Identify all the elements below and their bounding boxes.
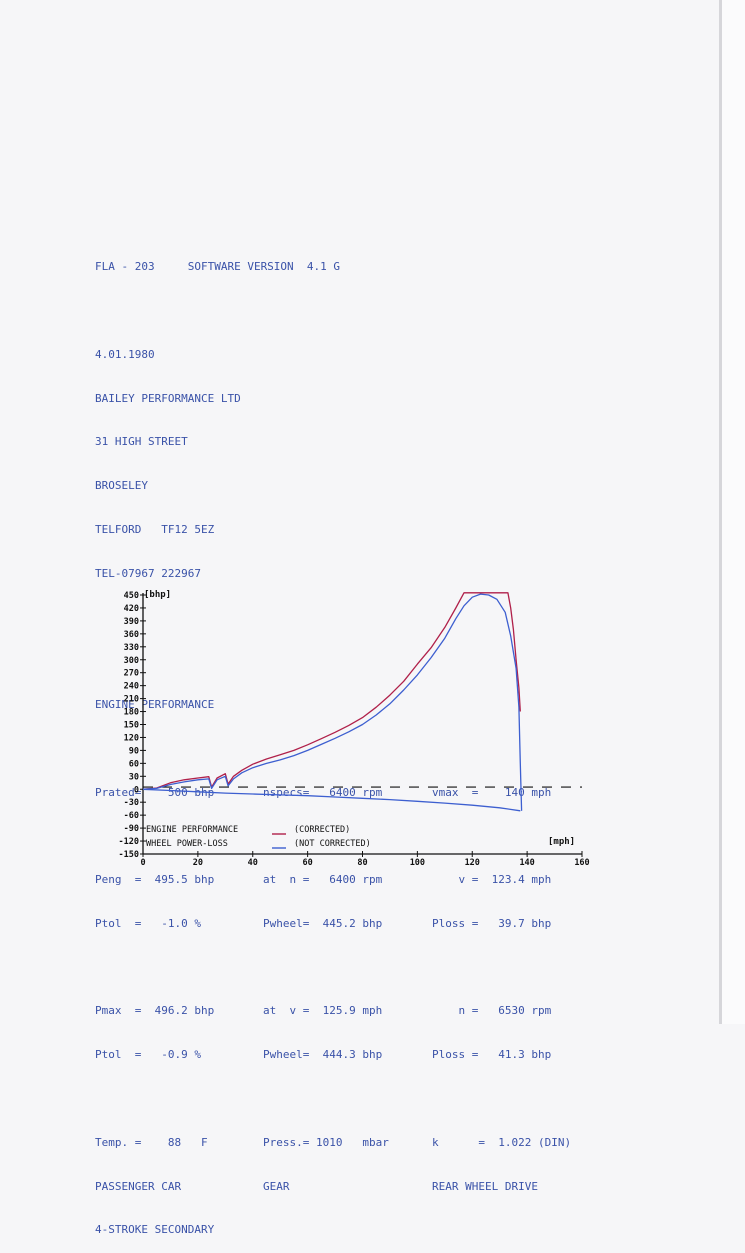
y-tick-label: 450 <box>124 591 139 601</box>
value-cell: Press.= 1010 mbar <box>263 1135 389 1149</box>
x-tick-label: 160 <box>574 858 589 868</box>
y-tick-label: -150 <box>119 850 139 860</box>
x-tick-label: 20 <box>193 858 203 868</box>
x-tick-label: 60 <box>303 858 313 868</box>
y-tick-label: 150 <box>124 721 139 731</box>
value-cell: at n = 6400 rpm <box>263 873 383 887</box>
y-tick-label: 420 <box>124 604 139 614</box>
y-tick-label: 300 <box>124 656 139 666</box>
y-tick-label: 390 <box>124 617 139 627</box>
x-tick-label: 40 <box>248 858 258 868</box>
legend-label-corrected: ENGINE PERFORMANCE <box>146 825 238 835</box>
y-tick-label: -120 <box>119 837 139 847</box>
y-tick-label: 90 <box>129 746 139 756</box>
value-cell: n = 6530 rpm <box>432 1004 552 1018</box>
x-tick-label: 100 <box>410 858 425 868</box>
y-tick-label: 360 <box>124 630 139 640</box>
address-line: TELFORD TF12 5EZ <box>95 522 215 536</box>
y-axis-label: [bhp] <box>144 590 171 600</box>
report-title: FLA - 203 SOFTWARE VERSION 4.1 G <box>95 260 341 274</box>
y-tick-label: 180 <box>124 708 139 718</box>
y-tick-label: -30 <box>124 798 139 808</box>
value-cell: Pmax = 496.2 bhp <box>95 1004 215 1018</box>
section-title: ENGINE PERFORMANCE <box>95 698 215 711</box>
address-line: 31 HIGH STREET <box>95 435 188 449</box>
value-cell: REAR WHEEL DRIVE <box>432 1179 538 1193</box>
x-tick-label: 0 <box>140 858 145 868</box>
report-date: 4.01.1980 <box>95 347 155 361</box>
y-tick-label: 240 <box>124 682 139 692</box>
y-tick-label: 0 <box>134 785 139 795</box>
y-tick-label: 270 <box>124 669 139 679</box>
page-margin <box>722 0 745 1024</box>
value-cell: Pwheel= 444.3 bhp <box>263 1048 383 1062</box>
series-line-power-loss <box>142 788 521 812</box>
page-edge <box>719 0 722 1024</box>
y-tick-label: -60 <box>124 811 139 821</box>
value-cell: Pwheel= 445.2 bhp <box>263 916 383 930</box>
value-cell: v = 123.4 mph <box>432 873 552 887</box>
value-cell: Peng = 495.5 bhp <box>95 873 215 887</box>
legend-note-loss: (NOT CORRECTED) <box>294 839 371 849</box>
value-cell: k = 1.022 (DIN) <box>432 1135 572 1149</box>
address-line: BAILEY PERFORMANCE LTD <box>95 391 241 405</box>
series-line-corrected <box>142 592 521 790</box>
y-tick-label: 120 <box>124 733 139 743</box>
address-line: BROSELEY <box>95 479 148 493</box>
y-tick-label: -90 <box>124 824 139 834</box>
value-cell: Ptol = -0.9 % <box>95 1048 201 1062</box>
power-chart: 4504203903603303002702402101801501209060… <box>119 590 590 868</box>
value-cell: Ploss = 41.3 bhp <box>432 1048 552 1062</box>
y-tick-label: 60 <box>129 759 139 769</box>
value-cell: Ptol = -1.0 % <box>95 916 201 930</box>
value-cell: Ploss = 39.7 bhp <box>432 916 552 930</box>
x-tick-label: 120 <box>465 858 480 868</box>
y-tick-label: 210 <box>124 695 139 705</box>
value-cell: PASSENGER CAR <box>95 1179 182 1193</box>
x-axis-label: [mph] <box>548 837 575 847</box>
value-cell: 4-STROKE SECONDARY <box>95 1223 215 1237</box>
legend-label-loss: WHEEL POWER-LOSS <box>146 839 228 849</box>
legend-note-corrected: (CORRECTED) <box>294 825 350 835</box>
x-tick-label: 140 <box>519 858 534 868</box>
legend: ENGINE PERFORMANCE (CORRECTED) WHEEL POW… <box>146 825 371 849</box>
x-tick-label: 80 <box>357 858 367 868</box>
y-tick-label: 330 <box>124 643 139 653</box>
value-cell: at v = 125.9 mph <box>263 1004 383 1018</box>
y-tick-label: 30 <box>129 772 139 782</box>
value-cell: GEAR <box>263 1179 290 1193</box>
address-line: TEL-07967 222967 <box>95 566 201 580</box>
series-line-not-corrected <box>142 593 523 811</box>
value-cell: Temp. = 88 F <box>95 1135 208 1149</box>
value-cell: vmax = 140 mph <box>432 785 552 799</box>
